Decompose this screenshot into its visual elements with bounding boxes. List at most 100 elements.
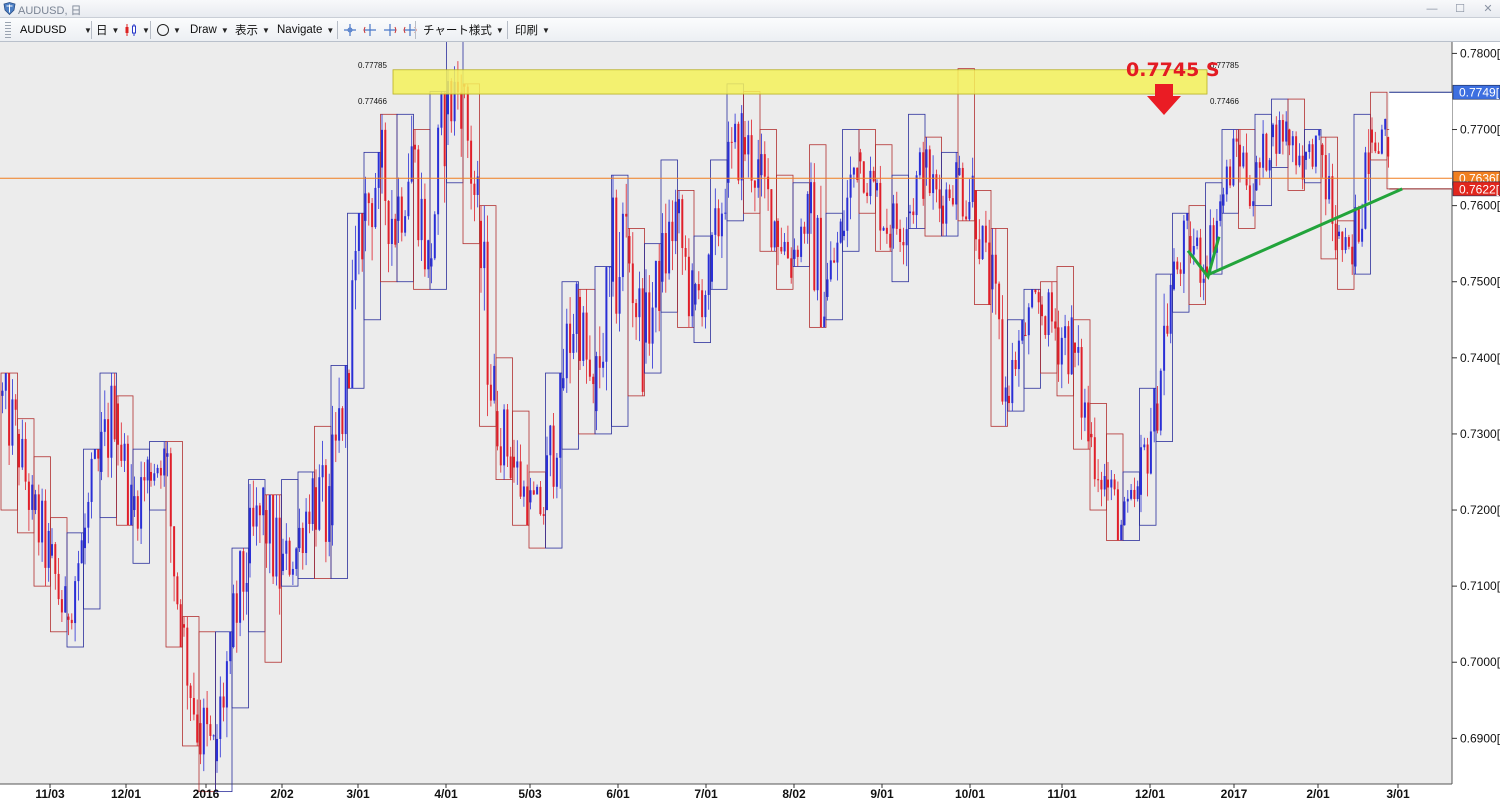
candle-body bbox=[315, 487, 317, 530]
candle-body bbox=[1308, 144, 1311, 153]
candle-body bbox=[628, 236, 631, 264]
candle-body bbox=[1120, 524, 1123, 541]
candle-body bbox=[1074, 342, 1076, 353]
y-tick-label: 0.7200[0 bbox=[1460, 503, 1500, 517]
minimize-button[interactable]: — bbox=[1426, 3, 1438, 15]
candle-body bbox=[1235, 138, 1238, 142]
candle-body bbox=[869, 170, 872, 197]
candle-body bbox=[219, 696, 222, 739]
candle-body bbox=[582, 312, 585, 361]
candle-body bbox=[77, 563, 80, 582]
symbol-selector[interactable]: AUDUSD bbox=[20, 21, 90, 39]
candle-body bbox=[767, 176, 770, 190]
candle-body bbox=[183, 624, 185, 628]
candle-body bbox=[430, 258, 433, 267]
x-tick-label: 11/01 bbox=[1047, 787, 1077, 801]
candle-body bbox=[1136, 486, 1139, 500]
candle-body bbox=[450, 81, 453, 122]
candle-body bbox=[777, 220, 779, 247]
candle-body bbox=[876, 182, 878, 191]
candle-body bbox=[44, 500, 47, 568]
candle-body bbox=[836, 242, 839, 263]
candle-body bbox=[1225, 166, 1228, 195]
toolbar-grip-icon[interactable] bbox=[5, 22, 11, 38]
candle-body bbox=[1258, 162, 1261, 168]
candle-body bbox=[810, 182, 812, 214]
candle-body bbox=[1298, 155, 1301, 166]
print-menu[interactable]: 印刷 ▼ bbox=[515, 21, 550, 39]
candle-body bbox=[1166, 325, 1169, 334]
candle-body bbox=[833, 260, 836, 263]
zone-lower-label-left: 0.77466 bbox=[358, 97, 387, 106]
candle-body bbox=[793, 249, 796, 259]
maximize-button[interactable]: ☐ bbox=[1455, 3, 1465, 15]
candle-body bbox=[417, 149, 420, 241]
crosshair-right-icon[interactable] bbox=[383, 23, 397, 37]
chevron-down-icon: ▼ bbox=[84, 25, 92, 35]
weekly-range-box bbox=[825, 212, 843, 321]
timeframe-selector[interactable]: 日 ▼ bbox=[96, 21, 119, 39]
weekly-range-box bbox=[83, 448, 101, 610]
x-tick-label: 10/01 bbox=[955, 787, 985, 801]
candle-body bbox=[1272, 124, 1274, 138]
candle-body bbox=[47, 530, 50, 568]
candle-body bbox=[216, 738, 218, 762]
candle-body bbox=[552, 425, 555, 487]
candle-body bbox=[1305, 152, 1307, 160]
time-axis[interactable] bbox=[0, 784, 1452, 802]
candle-body bbox=[819, 217, 822, 328]
candle-body bbox=[1146, 444, 1149, 474]
candle-body bbox=[882, 227, 885, 231]
candle-body bbox=[1229, 166, 1232, 186]
candle-body bbox=[661, 233, 664, 282]
candle-body bbox=[1060, 337, 1063, 365]
crosshair-icon[interactable] bbox=[343, 23, 357, 37]
chevron-down-icon: ▼ bbox=[142, 25, 150, 35]
candle-body bbox=[107, 419, 110, 458]
resistance-zone-layer: 0.77785 0.77466 0.77785 0.77466 bbox=[0, 61, 1452, 190]
candle-body bbox=[516, 461, 519, 468]
candle-body bbox=[1351, 246, 1354, 265]
candle-body bbox=[189, 685, 192, 699]
candle-body bbox=[678, 199, 680, 214]
candle-body bbox=[384, 129, 387, 201]
y-tick-label: 0.7700[0 bbox=[1460, 123, 1500, 137]
candle-body bbox=[285, 540, 288, 554]
shape-tool-selector[interactable]: ▼ bbox=[157, 21, 181, 39]
candle-body bbox=[318, 477, 321, 530]
candle-body bbox=[711, 234, 713, 282]
plot-area[interactable] bbox=[0, 42, 1452, 784]
candle-body bbox=[1384, 119, 1387, 130]
candle-body bbox=[598, 356, 601, 368]
candle-body bbox=[975, 190, 977, 240]
close-button[interactable]: ✕ bbox=[1483, 3, 1493, 15]
chart-style-menu[interactable]: チャート様式 ▼ bbox=[423, 21, 504, 39]
candle-body bbox=[579, 296, 581, 361]
display-menu[interactable]: 表示 ▼ bbox=[235, 21, 270, 39]
window-controls: — ☐ ✕ bbox=[1426, 0, 1494, 18]
candle-body bbox=[1324, 155, 1327, 200]
price-axis[interactable] bbox=[1452, 42, 1500, 802]
crosshair-left-icon[interactable] bbox=[363, 23, 377, 37]
candle-body bbox=[932, 174, 935, 194]
candle-body bbox=[1202, 278, 1205, 283]
candle-body bbox=[942, 205, 944, 224]
candle-body bbox=[397, 196, 400, 221]
shield-logo-icon bbox=[3, 2, 16, 15]
draw-menu[interactable]: Draw ▼ bbox=[190, 21, 229, 39]
candle-body bbox=[324, 465, 327, 542]
candle-body bbox=[1021, 319, 1024, 341]
candle-body bbox=[1093, 437, 1096, 480]
candle-body bbox=[354, 250, 357, 281]
navigate-menu[interactable]: Navigate ▼ bbox=[277, 21, 334, 39]
symbol-dropdown-button[interactable]: ▼ bbox=[80, 21, 92, 39]
candle-body bbox=[84, 527, 86, 549]
candle-body bbox=[1116, 489, 1119, 541]
candle-body bbox=[265, 510, 268, 544]
candle-body bbox=[196, 714, 199, 743]
candle-body bbox=[1113, 479, 1116, 490]
candle-body bbox=[1008, 395, 1010, 404]
candle-body bbox=[1054, 321, 1057, 329]
chart-type-selector[interactable]: ▼ bbox=[124, 21, 150, 39]
